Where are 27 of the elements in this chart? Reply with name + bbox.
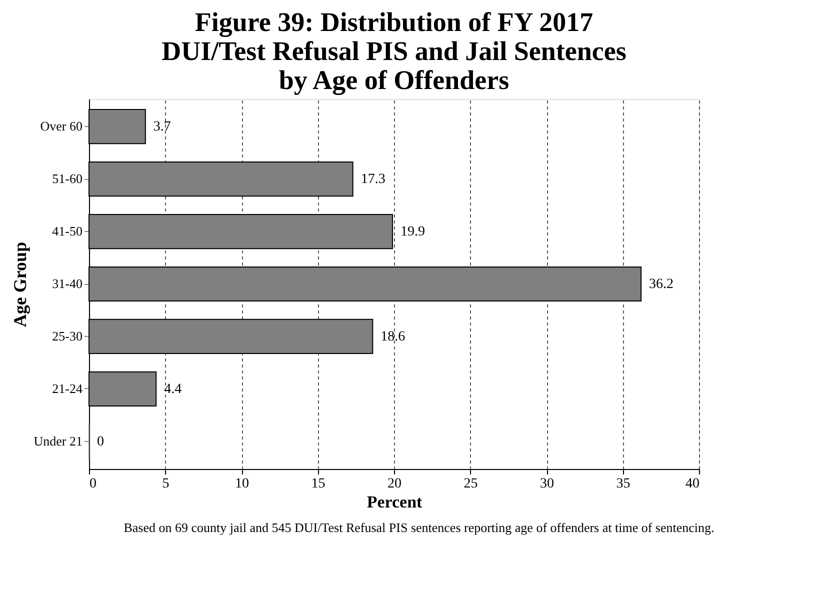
x-tick-label: 15	[311, 476, 326, 492]
x-tick-label: 5	[162, 476, 170, 492]
y-tick-label: 21-24	[52, 380, 83, 396]
x-tick-label: 35	[616, 476, 630, 492]
data-label: 3.7	[153, 120, 171, 135]
x-tick-label: 30	[540, 476, 554, 492]
y-tick-label: Over 60	[40, 118, 82, 134]
x-tick-label: 25	[464, 476, 478, 492]
x-tick-label: 40	[686, 476, 700, 492]
data-label: 36.2	[649, 277, 674, 292]
y-tick-label: Under 21	[34, 433, 82, 448]
data-label: 17.3	[360, 172, 386, 188]
chart-title: Figure 39: Distribution of FY 2017 DUI/Test Refusal PIS and Jail Sentences by Age of Offenders	[162, 7, 626, 95]
x-axis-title: Percent	[366, 492, 423, 512]
x-tick-label: 10	[235, 476, 249, 492]
x-tick-label: 20	[388, 476, 402, 492]
y-tick-label: 31-40	[52, 276, 82, 291]
y-axis-title: Age Group	[10, 242, 30, 328]
text: Based on 69 county jail and 545 DUI/Test Refusal PIS sentences reporting age of offenders at time of sentencing.	[124, 520, 714, 535]
y-tick-label: 41-50	[52, 224, 82, 239]
data-label: 4.4	[164, 382, 182, 397]
y-tick-label: 51-60	[52, 171, 82, 186]
x-tick-label: 0	[90, 476, 96, 492]
data-label: 0	[97, 434, 104, 450]
data-label: 19.9	[400, 224, 425, 240]
data-label: 18.6	[380, 329, 406, 344]
y-tick-label: 25-30	[52, 328, 82, 344]
